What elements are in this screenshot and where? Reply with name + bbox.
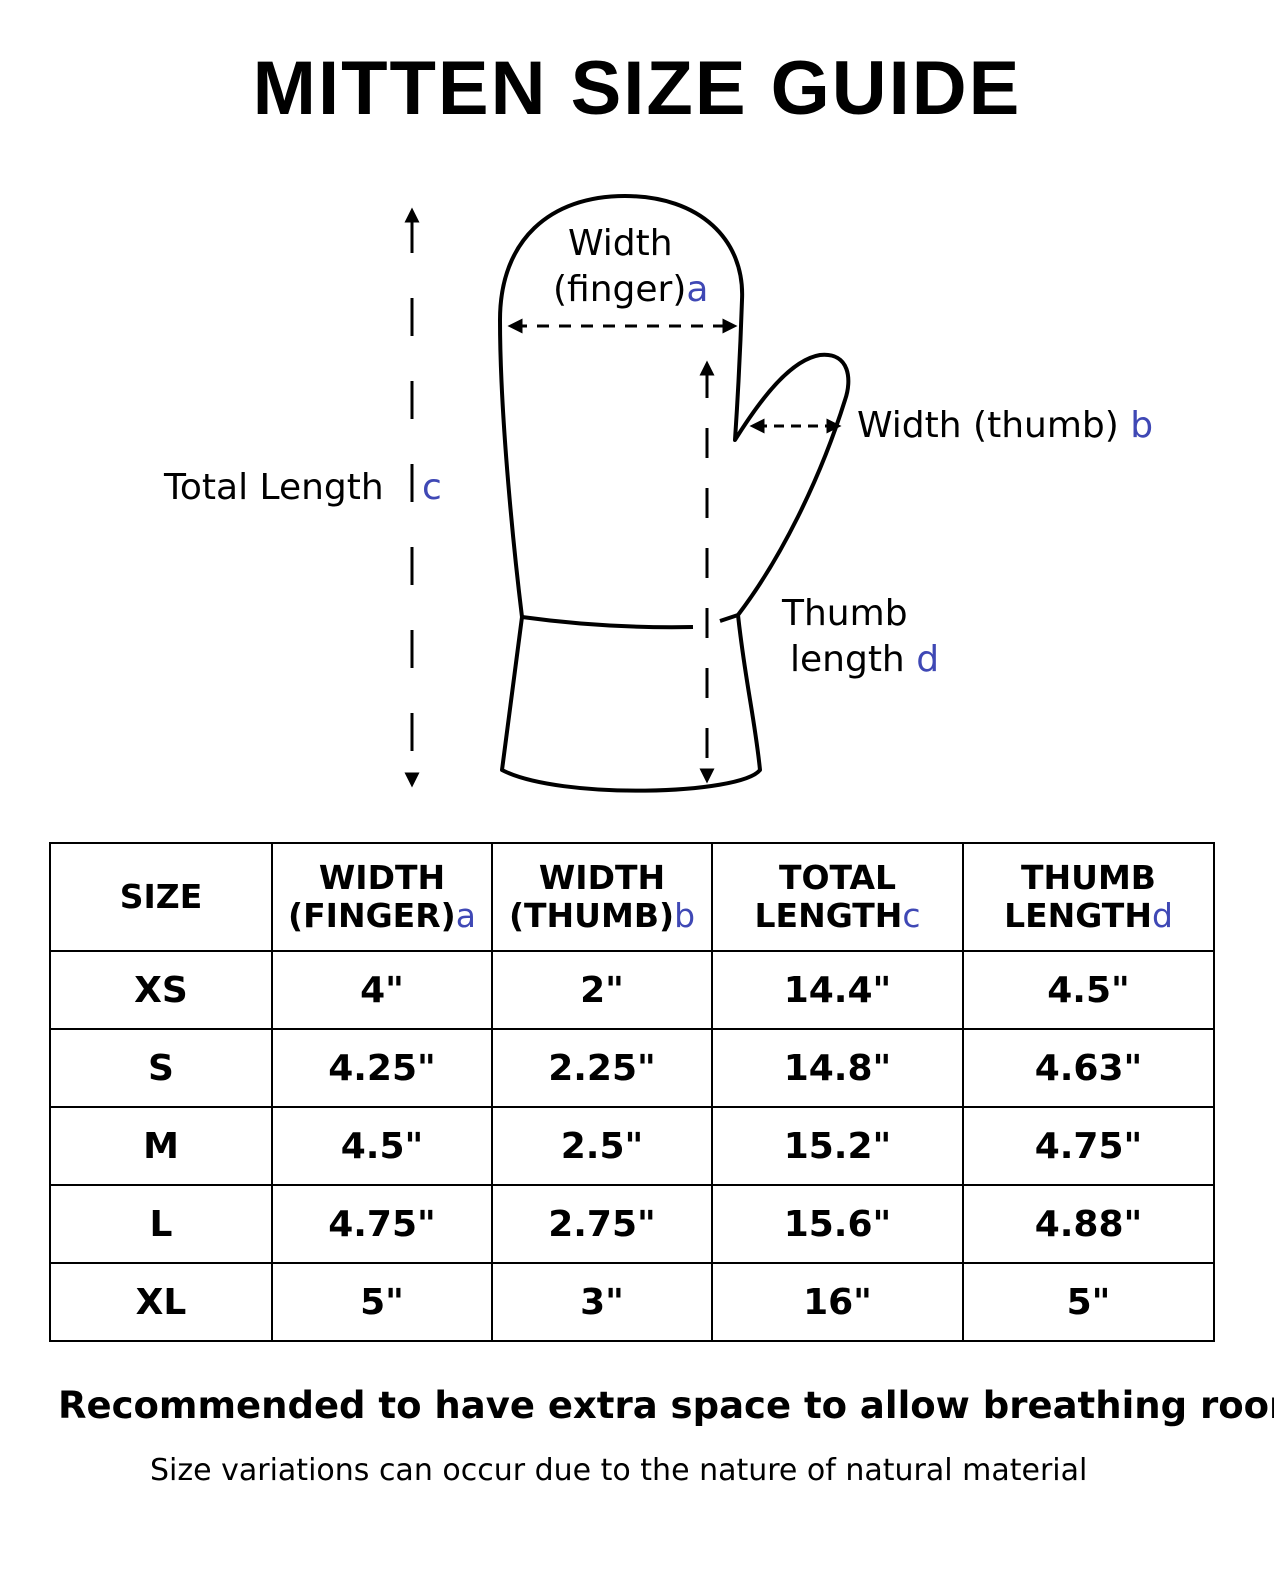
wrist-seam-right: [719, 613, 739, 623]
measurement-cell: 4.75": [271, 1184, 493, 1264]
variation-note: Size variations can occur due to the nat…: [150, 1453, 1088, 1488]
measurement-cell: 5": [962, 1262, 1215, 1342]
letter-c: c: [422, 467, 442, 508]
header-text: (THUMB): [508, 896, 675, 935]
measurement-cell: 16": [711, 1262, 964, 1342]
size-cell: L: [49, 1184, 273, 1264]
header-text: THUMB: [1021, 858, 1156, 897]
measurement-cell: 4": [271, 950, 493, 1030]
measurement-cell: 4.88": [962, 1184, 1215, 1264]
measurement-cell: 4.75": [962, 1106, 1215, 1186]
mitten-diagram: [404, 194, 851, 793]
width-finger-label-2: (finger)a: [553, 268, 708, 312]
letter-b: b: [1130, 405, 1154, 446]
size-cell: S: [49, 1028, 273, 1108]
width-thumb-label: Width (thumb) b: [857, 404, 1153, 448]
header-text: (FINGER): [288, 896, 456, 935]
header-total-length: TOTAL LENGTHc: [711, 842, 964, 952]
measurement-cell: 4.5": [962, 950, 1215, 1030]
measurement-cell: 14.4": [711, 950, 964, 1030]
letter-a: a: [686, 269, 709, 310]
recommendation-note: Recommended to have extra space to allow…: [58, 1384, 1274, 1427]
header-width-finger: WIDTH (FINGER)a: [271, 842, 493, 952]
measurement-cell: 4.5": [271, 1106, 493, 1186]
header-letter: a: [455, 896, 476, 935]
page-title: MITTEN SIZE GUIDE: [252, 46, 1022, 131]
table-row: L 4.75" 2.75" 15.6" 4.88": [49, 1184, 1215, 1264]
header-text: TOTAL: [778, 858, 897, 897]
header-text: WIDTH: [318, 858, 446, 897]
thumb-length-label: Thumb: [782, 593, 908, 634]
header-size: SIZE: [49, 842, 273, 952]
header-thumb-length: THUMB LENGTHd: [962, 842, 1215, 952]
measurement-cell: 2.75": [491, 1184, 713, 1264]
thumb-length-text: length: [790, 639, 905, 680]
measurement-cell: 15.6": [711, 1184, 964, 1264]
size-cell: XL: [49, 1262, 273, 1342]
table-row: M 4.5" 2.5" 15.2" 4.75": [49, 1106, 1215, 1186]
table-row: S 4.25" 2.25" 14.8" 4.63": [49, 1028, 1215, 1108]
size-cell: XS: [49, 950, 273, 1030]
letter-d: d: [916, 639, 940, 680]
header-width-thumb: WIDTH (THUMB)b: [491, 842, 713, 952]
measurement-cell: 4.25": [271, 1028, 493, 1108]
table-header-row: SIZE WIDTH (FINGER)a WIDTH (THUMB)b TOTAL L…: [49, 842, 1215, 952]
measurement-cell: 5": [271, 1262, 493, 1342]
total-length-label: Total Length: [164, 467, 384, 508]
header-text: WIDTH: [538, 858, 666, 897]
measurement-cell: 2": [491, 950, 713, 1030]
measurement-cell: 2.5": [491, 1106, 713, 1186]
measurement-cell: 3": [491, 1262, 713, 1342]
width-finger-text: (finger): [553, 269, 687, 310]
size-table: SIZE WIDTH (FINGER)a WIDTH (THUMB)b TOTAL L…: [49, 842, 1215, 1342]
header-letter: b: [674, 896, 696, 935]
table-row: XS 4" 2" 14.4" 4.5": [49, 950, 1215, 1030]
measurement-cell: 2.25": [491, 1028, 713, 1108]
measurement-cell: 15.2": [711, 1106, 964, 1186]
header-letter: c: [902, 896, 921, 935]
size-cell: M: [49, 1106, 273, 1186]
header-text: LENGTH: [754, 896, 903, 935]
measurement-cell: 14.8": [711, 1028, 964, 1108]
thumb-length-label-2: length d: [790, 638, 939, 682]
header-text: LENGTH: [1004, 896, 1152, 935]
width-thumb-text: Width (thumb): [857, 405, 1119, 446]
header-text: SIZE: [119, 877, 203, 916]
mitten-outline: [498, 194, 851, 793]
table-row: XL 5" 3" 16" 5": [49, 1262, 1215, 1342]
width-finger-label: Width: [568, 223, 673, 264]
measurement-cell: 4.63": [962, 1028, 1215, 1108]
wrist-seam: [521, 615, 694, 630]
header-letter: d: [1151, 896, 1173, 935]
